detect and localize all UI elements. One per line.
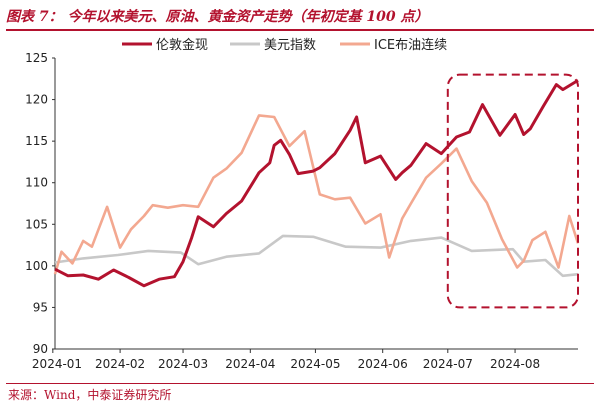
series-line-usd	[54, 234, 579, 278]
x-tick-label: 2024-01	[32, 357, 82, 371]
x-tick-label: 2024-04	[225, 357, 275, 371]
y-tick-label: 125	[25, 51, 48, 65]
legend: 伦敦金现 美元指数 ICE布油连续	[122, 37, 447, 53]
x-tick-label: 2024-03	[158, 357, 208, 371]
y-tick-label: 115	[25, 134, 48, 148]
legend-label-brent: ICE布油连续	[374, 37, 447, 53]
series-line-brent	[53, 114, 580, 275]
y-tick-label: 95	[33, 300, 48, 314]
x-tick-label: 2024-07	[423, 357, 473, 371]
figure-title: 图表 7： 今年以来美元、原油、黄金资产走势（年初定基 100 点）	[6, 9, 429, 25]
title-underline	[6, 29, 594, 31]
highlight-box	[446, 73, 580, 309]
y-tick-label: 100	[25, 259, 48, 273]
y-tick-label: 120	[25, 93, 48, 107]
y-tick-label: 110	[25, 176, 48, 190]
source-note: 来源：Wind，中泰证券研究所	[8, 388, 172, 402]
source-underline	[6, 383, 594, 384]
series-lines	[53, 79, 580, 288]
line-chart: 伦敦金现 美元指数 ICE布油连续 90 95 100 105 110 115 120 125…	[25, 37, 580, 371]
legend-label-gold: 伦敦金现	[156, 37, 208, 53]
x-tick-label: 2024-06	[358, 357, 408, 371]
x-tick-label: 2024-02	[95, 357, 145, 371]
x-axis-tick-labels: 2024-01 2024-02 2024-03 2024-04 2024-05 2024-…	[32, 349, 540, 371]
y-axis-tick-labels: 90 95 100 105 110 115 120 125	[25, 51, 55, 356]
legend-label-usd: 美元指数	[264, 38, 316, 53]
y-tick-label: 90	[33, 342, 48, 356]
x-tick-label: 2024-08	[490, 357, 540, 371]
series-line-gold	[54, 79, 579, 288]
x-tick-label: 2024-05	[290, 357, 340, 371]
y-tick-label: 105	[25, 217, 48, 231]
